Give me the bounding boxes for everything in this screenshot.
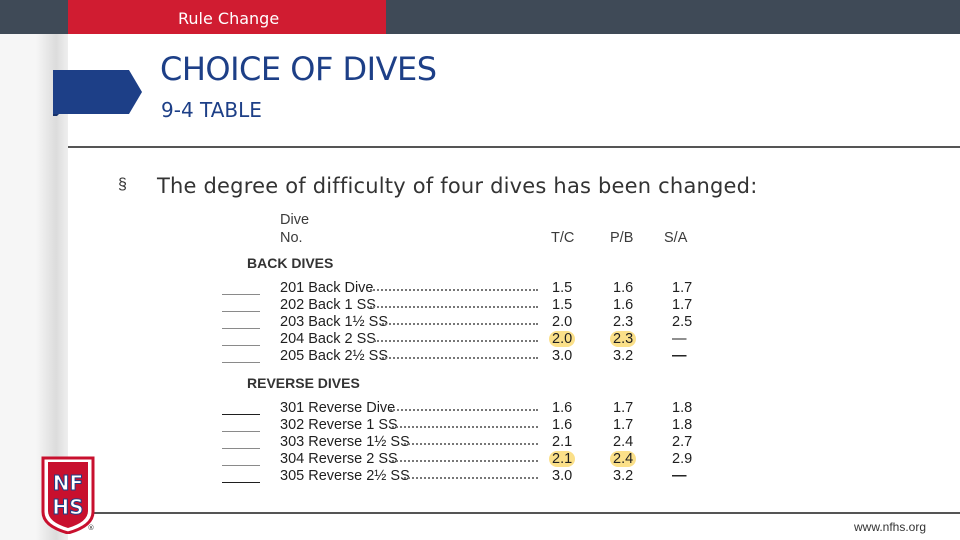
blank-line	[222, 328, 260, 329]
footer-divider	[94, 512, 960, 514]
leader-dots	[370, 283, 538, 291]
dd-tc: 1.6	[552, 417, 573, 433]
dive-name: 304 Reverse 2 SS	[280, 451, 398, 467]
dive-name: 201 Back Dive	[280, 280, 374, 296]
header-sa: S/A	[664, 230, 688, 246]
dive-name: 202 Back 1 SS	[280, 297, 376, 313]
header-no: No.	[280, 230, 303, 246]
leader-dots	[404, 437, 538, 445]
leader-dots	[392, 454, 538, 462]
blank-line	[222, 345, 260, 346]
dive-name: 305 Reverse 2½ SS	[280, 468, 410, 484]
header-divider	[68, 146, 960, 148]
rule-change-label: Rule Change	[178, 9, 280, 28]
svg-text:NF: NF	[53, 471, 83, 495]
dd-sa: 1.7	[672, 280, 693, 296]
rule-change-tag	[68, 0, 386, 34]
dd-sa: —	[672, 348, 687, 364]
leader-dots	[382, 351, 538, 359]
dd-tc: 3.0	[552, 348, 573, 364]
dd-tc-highlight: 2.0	[549, 331, 576, 348]
blank-line	[222, 362, 260, 363]
dd-pb: 2.4	[613, 434, 634, 450]
blank-line	[222, 414, 260, 415]
highlight-pb: 2.3	[610, 331, 637, 347]
leader-dots	[392, 420, 538, 428]
dd-pb: 3.2	[613, 348, 634, 364]
dive-name: 301 Reverse Dive	[280, 400, 396, 416]
dd-tc: 2.0	[552, 314, 573, 330]
dd-tc: 1.5	[552, 280, 573, 296]
dive-name: 204 Back 2 SS	[280, 331, 376, 347]
leader-dots	[370, 300, 538, 308]
header-dive: Dive	[280, 212, 310, 228]
dd-pb: 1.6	[613, 297, 634, 313]
blank-line	[222, 431, 260, 432]
section-back-dives: BACK DIVES	[247, 255, 334, 271]
dive-name: 302 Reverse 1 SS	[280, 417, 398, 433]
dd-pb: 1.6	[613, 280, 634, 296]
dd-tc-highlight: 2.1	[549, 451, 576, 468]
dive-name: 303 Reverse 1½ SS	[280, 434, 410, 450]
dd-sa: 2.7	[672, 434, 693, 450]
nfhs-logo-icon: NF HS ®	[41, 456, 95, 534]
blank-line	[222, 311, 260, 312]
svg-text:®: ®	[88, 524, 95, 532]
dd-sa: —	[672, 331, 687, 347]
header-tc: T/C	[551, 230, 575, 246]
bullet-text: The degree of difficulty of four dives h…	[157, 174, 758, 198]
dd-pb-highlight: 2.4	[610, 451, 637, 468]
header-pb: P/B	[610, 230, 634, 246]
dd-sa: 1.8	[672, 417, 693, 433]
section-reverse-dives: REVERSE DIVES	[247, 375, 360, 391]
dd-tc: 1.5	[552, 297, 573, 313]
leader-dots	[404, 471, 538, 479]
svg-text:HS: HS	[52, 495, 83, 519]
dd-pb-highlight: 2.3	[610, 331, 637, 348]
dive-name: 205 Back 2½ SS	[280, 348, 389, 364]
leader-dots	[382, 317, 538, 325]
leader-dots	[374, 334, 538, 342]
dd-sa: 1.7	[672, 297, 693, 313]
highlight-tc: 2.0	[549, 331, 576, 347]
dd-sa: 1.8	[672, 400, 693, 416]
footer-url: www.nfhs.org	[854, 520, 927, 534]
dive-name: 203 Back 1½ SS	[280, 314, 389, 330]
dd-pb: 1.7	[613, 417, 634, 433]
dd-sa: 2.9	[672, 451, 693, 467]
highlight-tc: 2.1	[549, 451, 576, 467]
bullet-icon: §	[118, 176, 127, 193]
blank-line	[222, 448, 260, 449]
blank-line	[222, 465, 260, 466]
page-title: CHOICE OF DIVES	[160, 50, 437, 88]
blank-line	[222, 294, 260, 295]
dd-tc: 1.6	[552, 400, 573, 416]
dd-sa: 2.5	[672, 314, 693, 330]
dd-pb: 1.7	[613, 400, 634, 416]
dd-tc: 3.0	[552, 468, 573, 484]
page-subtitle: 9-4 TABLE	[161, 98, 262, 122]
dd-tc: 2.1	[552, 434, 573, 450]
arrow-icon	[53, 70, 142, 116]
highlight-pb: 2.4	[610, 451, 637, 467]
dd-sa: —	[672, 468, 687, 484]
blank-line	[222, 482, 260, 483]
dd-pb: 2.3	[613, 314, 634, 330]
left-band	[0, 34, 68, 540]
leader-dots	[390, 403, 538, 411]
dd-pb: 3.2	[613, 468, 634, 484]
